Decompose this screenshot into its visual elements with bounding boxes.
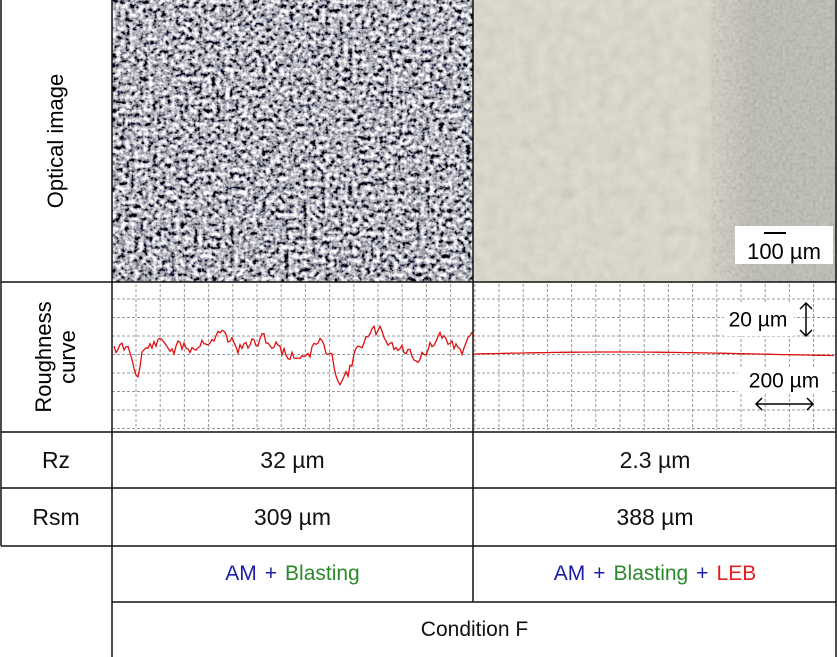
- condition-part: +: [696, 562, 709, 585]
- condition-part: LEB: [716, 562, 757, 585]
- condition: AM + Blasting: [112, 546, 473, 602]
- roughness-curve: [473, 351, 834, 357]
- condition-part: +: [264, 562, 278, 585]
- condition-part: AM: [225, 562, 257, 585]
- roughness-curve: [113, 324, 473, 387]
- optical-image-right: 100 µm: [473, 0, 837, 282]
- scale-bg: [724, 302, 794, 336]
- scale-bar-label: 20 µm: [729, 309, 788, 332]
- scale-bar-label: 200 µm: [749, 370, 819, 393]
- row-label: Rz: [41, 446, 71, 473]
- value: 388 µm: [616, 503, 694, 530]
- scale-arrow: [799, 301, 813, 338]
- scale-bg: [738, 368, 830, 394]
- condition: AM + Blasting + LEB: [473, 546, 837, 602]
- optical-image-left: [112, 0, 473, 282]
- scale-bar-label: 100 µm: [747, 239, 821, 264]
- value: 2.3 µm: [619, 446, 691, 473]
- condition-part: AM: [553, 562, 586, 585]
- condition-title: Condition F: [420, 617, 529, 641]
- roughness-grid: [112, 284, 836, 430]
- value: 309 µm: [253, 503, 332, 530]
- condition-part: +: [593, 562, 606, 585]
- condition-part: Blasting: [285, 562, 360, 585]
- value: 32 µm: [260, 446, 325, 473]
- scale-arrow: [754, 397, 815, 411]
- row-label: Rsm: [32, 503, 80, 530]
- condition-part: Blasting: [613, 562, 689, 585]
